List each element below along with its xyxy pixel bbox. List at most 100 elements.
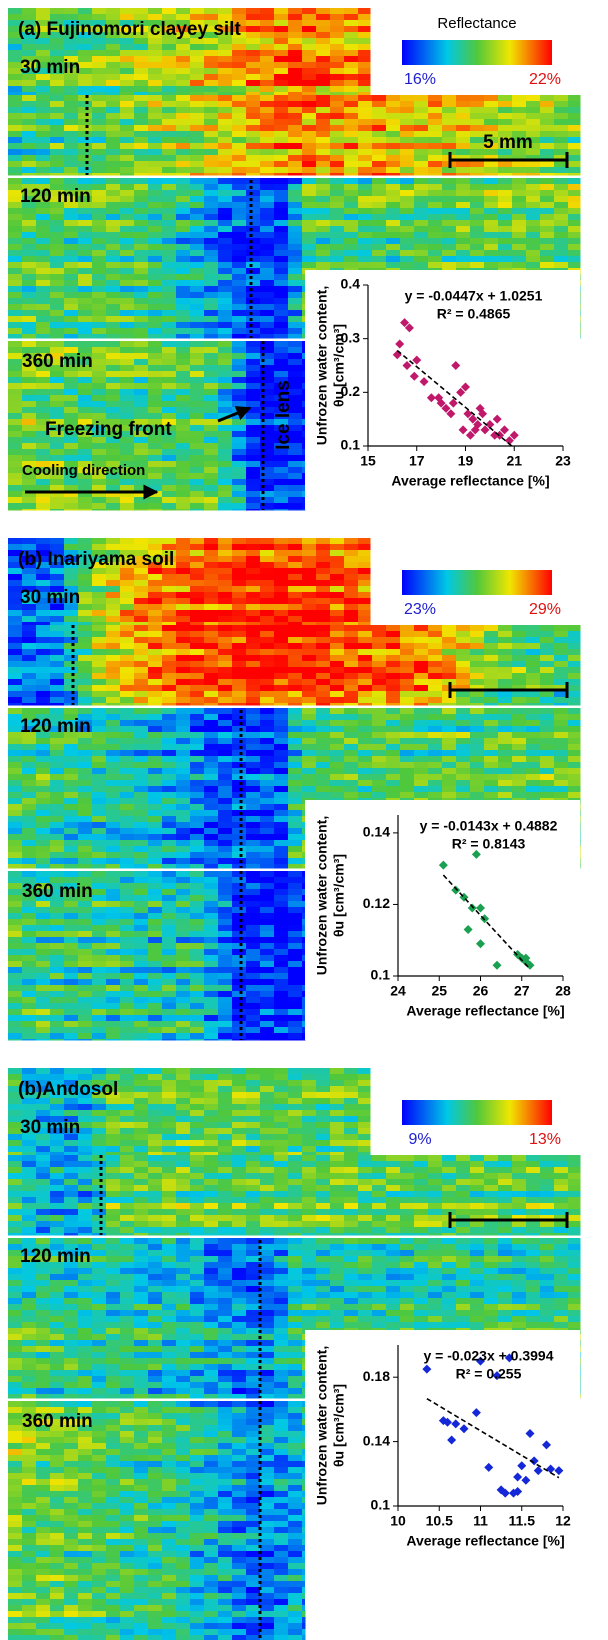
image-pixel (92, 732, 107, 739)
image-pixel (330, 202, 345, 209)
image-pixel (148, 92, 163, 96)
image-pixel (274, 190, 289, 197)
image-pixel (78, 220, 93, 227)
image-pixel (470, 738, 485, 745)
image-pixel (316, 32, 331, 39)
image-pixel (344, 598, 359, 605)
image-pixel (36, 822, 51, 829)
image-pixel (120, 371, 135, 378)
image-pixel (218, 720, 233, 727)
image-pixel (554, 232, 569, 239)
image-pixel (568, 256, 581, 263)
image-pixel (92, 744, 107, 751)
image-pixel (246, 679, 261, 686)
image-pixel (190, 538, 205, 545)
image-pixel (134, 673, 149, 680)
image-pixel (204, 655, 219, 662)
image-pixel (162, 816, 177, 823)
image-pixel (484, 208, 499, 215)
image-pixel (162, 310, 177, 317)
image-pixel (148, 643, 163, 650)
image-pixel (120, 708, 135, 715)
image-pixel (498, 714, 513, 721)
image-pixel (288, 592, 303, 599)
image-pixel (330, 107, 345, 114)
image-pixel (386, 714, 401, 721)
image-pixel (204, 720, 219, 727)
image-pixel (274, 750, 289, 757)
image-pixel (162, 810, 177, 817)
image-pixel (22, 907, 37, 914)
image-pixel (50, 256, 65, 263)
image-pixel (358, 232, 373, 239)
image-pixel (358, 101, 373, 108)
image-pixel (302, 232, 317, 239)
image-pixel (176, 810, 191, 817)
image-pixel (302, 774, 317, 781)
image-pixel (120, 655, 135, 662)
image-pixel (246, 750, 261, 757)
image-pixel (246, 383, 261, 390)
image-pixel (78, 298, 93, 305)
image-pixel (204, 359, 219, 366)
image-pixel (190, 353, 205, 360)
image-pixel (218, 473, 233, 480)
image-pixel (358, 637, 373, 644)
image-pixel (8, 316, 23, 323)
image-pixel (330, 92, 345, 96)
image-pixel (190, 643, 205, 650)
image-pixel (36, 407, 51, 414)
image-pixel (246, 359, 261, 366)
image-pixel (134, 173, 149, 176)
image-pixel (106, 395, 121, 402)
image-pixel (358, 792, 373, 799)
image-pixel (260, 864, 275, 869)
image-pixel (162, 298, 177, 305)
image-pixel (316, 655, 331, 662)
image-pixel (134, 774, 149, 781)
image-pixel (358, 768, 373, 775)
image-pixel (386, 726, 401, 733)
image-pixel (260, 732, 275, 739)
image-pixel (134, 798, 149, 805)
image-pixel (120, 280, 135, 287)
image-pixel (232, 389, 247, 396)
image-pixel (36, 661, 51, 668)
image-pixel (512, 655, 527, 662)
image-pixel (78, 131, 93, 138)
image-pixel (8, 637, 23, 644)
image-pixel (36, 143, 51, 150)
image-pixel (498, 780, 513, 787)
image-pixel (92, 708, 107, 715)
image-pixel (22, 304, 37, 311)
image-pixel (148, 95, 163, 102)
image-pixel (134, 107, 149, 114)
image-pixel (36, 509, 51, 511)
image-pixel (386, 232, 401, 239)
image-pixel (232, 50, 247, 57)
image-pixel (274, 895, 289, 902)
image-pixel (386, 780, 401, 787)
image-pixel (526, 202, 541, 209)
image-pixel (554, 703, 569, 706)
image-pixel (92, 840, 107, 847)
image-pixel (190, 316, 205, 323)
image-pixel (414, 149, 429, 156)
image-pixel (246, 550, 261, 557)
image-pixel (162, 131, 177, 138)
image-pixel (302, 32, 317, 39)
image-pixel (204, 550, 219, 557)
image-pixel (8, 262, 23, 269)
image-pixel (162, 804, 177, 811)
image-pixel (78, 80, 93, 87)
image-pixel (414, 190, 429, 197)
image-pixel (274, 316, 289, 323)
image-pixel (134, 780, 149, 787)
image-pixel (246, 919, 261, 926)
image-pixel (204, 80, 219, 87)
image-pixel (344, 8, 359, 15)
image-pixel (148, 316, 163, 323)
image-pixel (22, 679, 37, 686)
image-pixel (428, 792, 443, 799)
image-pixel (64, 256, 79, 263)
